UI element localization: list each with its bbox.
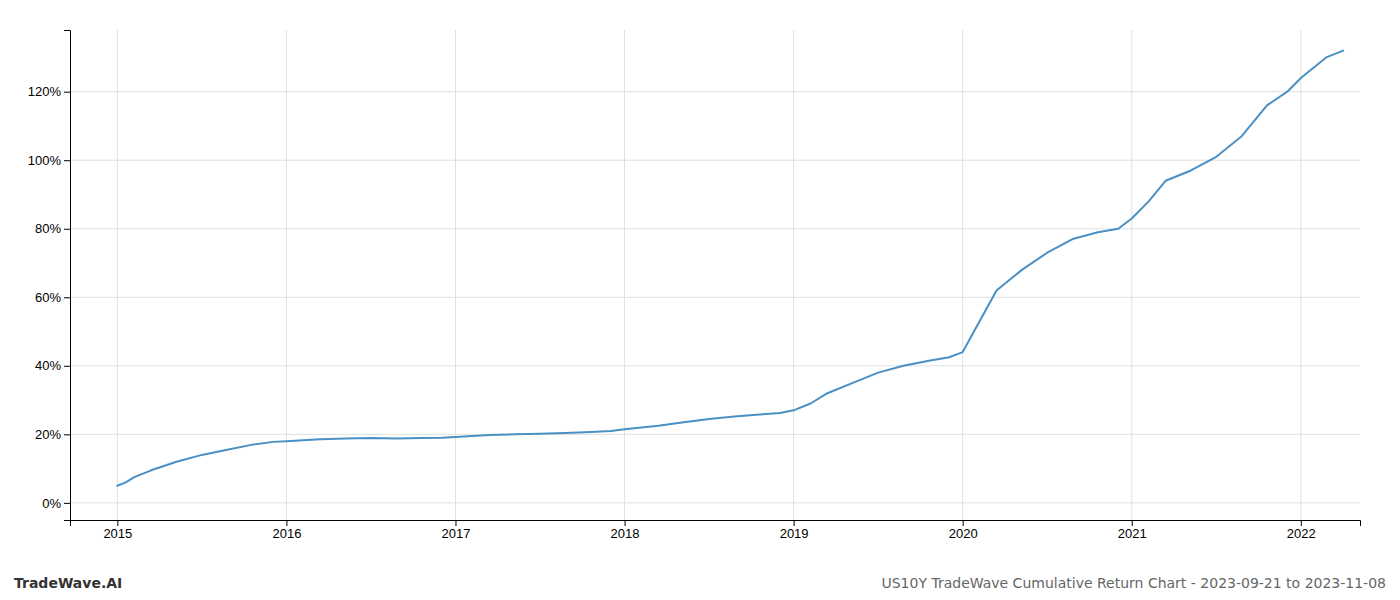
tick-label: 100% xyxy=(28,153,62,168)
tick-label: 20% xyxy=(35,427,61,442)
grid-line xyxy=(70,228,1360,229)
tick-label: 60% xyxy=(35,290,61,305)
grid-line xyxy=(117,30,118,520)
tick-label: 40% xyxy=(35,358,61,373)
grid-line xyxy=(70,160,1360,161)
line xyxy=(117,51,1343,486)
tick-label: 2021 xyxy=(1118,526,1147,541)
tick-mark xyxy=(1132,520,1133,526)
tick: 2019 xyxy=(780,520,809,541)
tick-mark xyxy=(963,520,964,526)
axis-line xyxy=(71,521,1361,527)
tick-mark xyxy=(1301,520,1302,526)
grid-line xyxy=(624,30,625,520)
chart: 2015 2016 2017 2018 2019 2020 2021 2022 0% 20% 40%… xyxy=(0,0,1400,600)
tick-mark xyxy=(64,503,70,504)
grid-line xyxy=(70,434,1360,435)
grid-line xyxy=(70,365,1360,366)
grid-line xyxy=(70,297,1360,298)
tick-mark xyxy=(455,520,456,526)
tick-mark xyxy=(64,229,70,230)
tick-label: 0% xyxy=(42,496,61,511)
tick-mark xyxy=(64,92,70,93)
tick-label: 120% xyxy=(28,84,62,99)
y-axis: 0% 20% 40% 60% 80% 100% 120% xyxy=(28,31,71,521)
tick: 0% xyxy=(42,496,70,511)
tick: 20% xyxy=(35,427,70,442)
tick-label: 2019 xyxy=(780,526,809,541)
tick-label: 2015 xyxy=(103,526,132,541)
tick: 2021 xyxy=(1118,520,1147,541)
grid-line xyxy=(70,91,1360,92)
tick-mark xyxy=(64,297,70,298)
tick: 60% xyxy=(35,290,70,305)
tick-mark xyxy=(64,366,70,367)
tick: 100% xyxy=(28,153,70,168)
tick: 2015 xyxy=(103,520,132,541)
plot: 2015 2016 2017 2018 2019 2020 2021 2022 0% 20% 40%… xyxy=(28,30,1361,541)
tick-mark xyxy=(64,434,70,435)
grid-line xyxy=(1131,30,1132,520)
tick-label: 2016 xyxy=(272,526,301,541)
tick-mark xyxy=(117,520,118,526)
tick: 2022 xyxy=(1287,520,1316,541)
tick-mark xyxy=(286,520,287,526)
tick-label: 2018 xyxy=(611,526,640,541)
tick-mark xyxy=(625,520,626,526)
tick-label: 80% xyxy=(35,221,61,236)
tick-mark xyxy=(794,520,795,526)
grid xyxy=(70,30,1360,520)
tick: 120% xyxy=(28,84,70,99)
watermark: TradeWave.AI xyxy=(14,575,122,591)
tick-label: 2020 xyxy=(949,526,978,541)
grid-line xyxy=(455,30,456,520)
tick-mark xyxy=(64,160,70,161)
marks xyxy=(117,51,1343,486)
tick: 40% xyxy=(35,358,70,373)
tick: 2017 xyxy=(442,520,471,541)
tick: 2018 xyxy=(611,520,640,541)
grid-line xyxy=(793,30,794,520)
title: US10Y TradeWave Cumulative Return Chart … xyxy=(881,575,1386,591)
axis-line xyxy=(64,31,71,521)
grid-line xyxy=(962,30,963,520)
x-axis: 2015 2016 2017 2018 2019 2020 2021 2022 xyxy=(71,520,1361,541)
grid-line xyxy=(286,30,287,520)
tick-label: 2022 xyxy=(1287,526,1316,541)
grid-line xyxy=(1300,30,1301,520)
tick: 2020 xyxy=(949,520,978,541)
tick: 2016 xyxy=(272,520,301,541)
grid-line xyxy=(70,502,1360,503)
tick: 80% xyxy=(35,221,70,236)
tick-label: 2017 xyxy=(442,526,471,541)
